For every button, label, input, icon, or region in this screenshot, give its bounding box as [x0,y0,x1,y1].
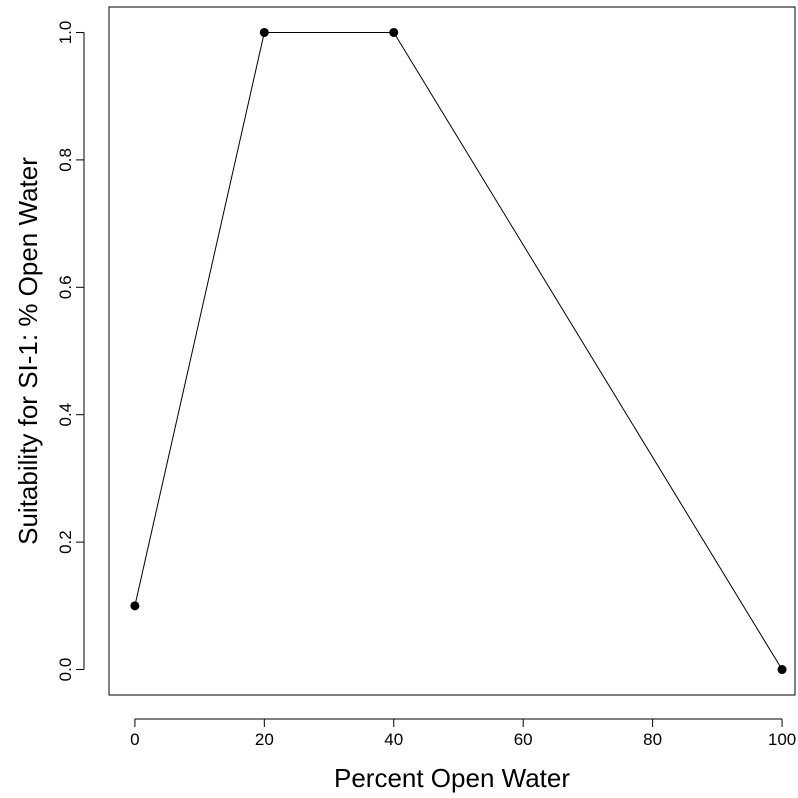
x-tick-label: 80 [643,730,662,749]
y-axis-title: Suitability for SI-1: % Open Water [13,157,43,545]
y-tick-label: 0.0 [56,658,75,682]
y-tick-label: 0.6 [56,275,75,299]
x-tick-label: 40 [384,730,403,749]
data-point [777,665,787,675]
series-segment [135,36,264,603]
x-tick-label: 100 [768,730,796,749]
x-axis-title: Percent Open Water [334,763,570,793]
y-tick-label: 0.8 [56,148,75,172]
data-point [130,601,140,611]
y-tick-label: 1.0 [56,21,75,45]
series-segment [395,35,781,667]
y-tick-label: 0.2 [56,530,75,554]
y-tick-label: 0.4 [56,403,75,427]
y-axis: 0.0 0.2 0.4 0.6 0.8 1.0 [56,21,85,682]
x-tick-label: 20 [255,730,274,749]
data-point [389,27,399,37]
x-tick-label: 60 [514,730,533,749]
plot-frame [108,6,796,696]
series-line [130,27,787,675]
x-axis: 0 20 40 60 80 100 [130,718,796,749]
x-tick-label: 0 [130,730,139,749]
data-point [259,27,269,37]
